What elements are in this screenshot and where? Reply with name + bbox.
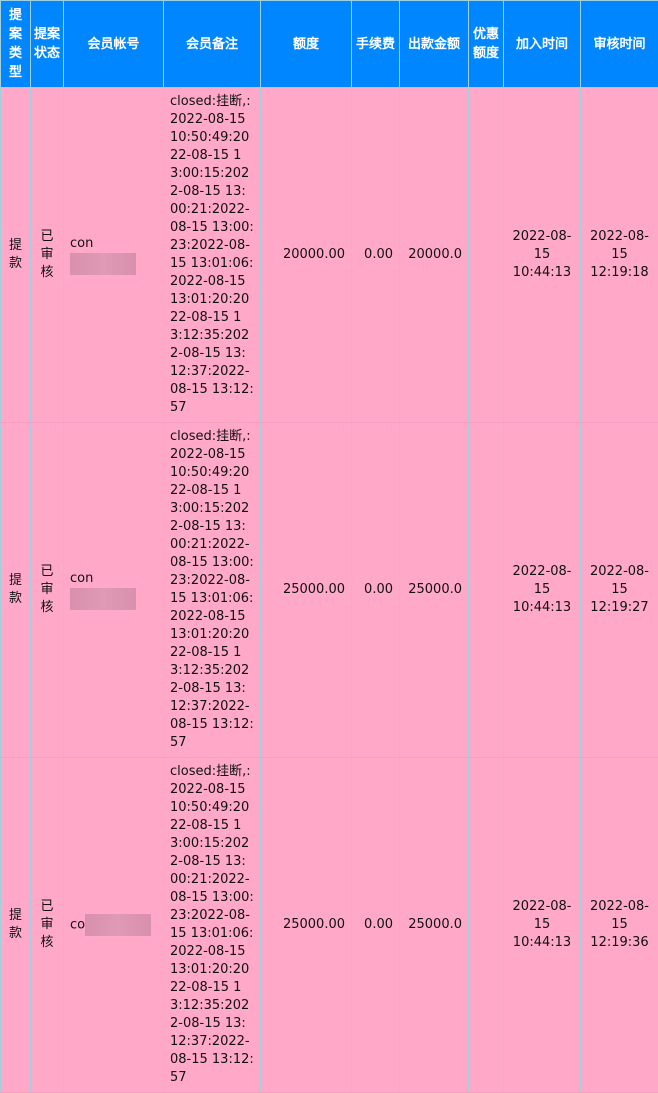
reviewed-cell: 2022-08-15 12:19:36 [581, 758, 658, 1093]
account-text: con [70, 571, 93, 586]
payout-cell: 20000.0 [400, 88, 469, 423]
joined-cell: 2022-08-15 10:44:13 [504, 88, 581, 423]
account-text: co [70, 918, 85, 933]
header-status[interactable]: 提案状态 [31, 1, 64, 88]
status-cell: 已审核 [31, 758, 64, 1093]
remark-cell: closed:挂断,:2022-08-15 10:50:49:2022-08-1… [164, 88, 261, 423]
account-cell[interactable]: con [64, 88, 164, 423]
status-cell: 已审核 [31, 88, 64, 423]
header-account[interactable]: 会员帐号 [64, 1, 164, 88]
reviewed-cell: 2022-08-15 12:19:27 [581, 423, 658, 758]
status-cell: 已审核 [31, 423, 64, 758]
account-cell[interactable]: co [64, 758, 164, 1093]
type-cell: 提款 [1, 758, 31, 1093]
payout-cell: 25000.0 [400, 423, 469, 758]
discount-cell [469, 88, 504, 423]
account-text: con [70, 236, 93, 251]
discount-cell [469, 758, 504, 1093]
header-discount[interactable]: 优惠额度 [469, 1, 504, 88]
header-reviewed[interactable]: 审核时间 [581, 1, 658, 88]
header-fee[interactable]: 手续费 [352, 1, 400, 88]
fee-cell: 0.00 [352, 758, 400, 1093]
header-amount[interactable]: 额度 [261, 1, 352, 88]
joined-cell: 2022-08-15 10:44:13 [504, 758, 581, 1093]
amount-cell: 25000.00 [261, 423, 352, 758]
remark-cell: closed:挂断,:2022-08-15 10:50:49:2022-08-1… [164, 758, 261, 1093]
remark-cell: closed:挂断,:2022-08-15 10:50:49:2022-08-1… [164, 423, 261, 758]
table-row: 提款 已审核 con closed:挂断,:2022-08-15 10:50:4… [1, 423, 658, 758]
header-row: 提案类型 提案状态 会员帐号 会员备注 额度 手续费 出款金额 优惠额度 加入时… [1, 1, 658, 88]
header-remark[interactable]: 会员备注 [164, 1, 261, 88]
reviewed-cell: 2022-08-15 12:19:18 [581, 88, 658, 423]
redacted-blur [70, 253, 136, 275]
table-row: 提款 已审核 co closed:挂断,:2022-08-15 10:50:49… [1, 758, 658, 1093]
type-cell: 提款 [1, 88, 31, 423]
table-row: 提款 已审核 con closed:挂断,:2022-08-15 10:50:4… [1, 88, 658, 423]
type-cell: 提款 [1, 423, 31, 758]
header-payout[interactable]: 出款金额 [400, 1, 469, 88]
fee-cell: 0.00 [352, 88, 400, 423]
header-type[interactable]: 提案类型 [1, 1, 31, 88]
account-cell[interactable]: con [64, 423, 164, 758]
amount-cell: 20000.00 [261, 88, 352, 423]
payout-cell: 25000.0 [400, 758, 469, 1093]
redacted-blur [85, 914, 151, 936]
discount-cell [469, 423, 504, 758]
redacted-blur [70, 588, 136, 610]
header-joined[interactable]: 加入时间 [504, 1, 581, 88]
joined-cell: 2022-08-15 10:44:13 [504, 423, 581, 758]
amount-cell: 25000.00 [261, 758, 352, 1093]
fee-cell: 0.00 [352, 423, 400, 758]
